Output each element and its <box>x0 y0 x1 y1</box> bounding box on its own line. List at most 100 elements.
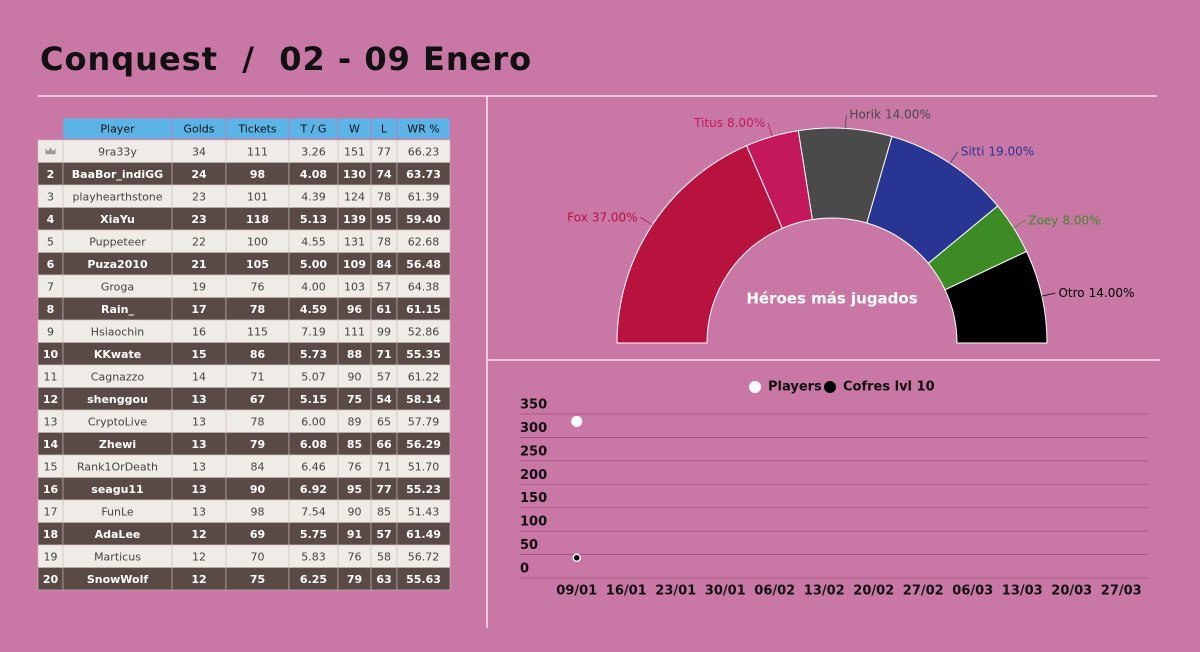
table-text: 151 <box>344 145 365 158</box>
table-text: 5.83 <box>301 550 326 563</box>
table-text: 51.43 <box>408 505 440 518</box>
table-text: 15 <box>44 460 58 473</box>
table-text: 5.07 <box>301 370 326 383</box>
table-text: 8 <box>47 303 55 316</box>
table-text: 4.55 <box>301 235 326 248</box>
table-text: Puza2010 <box>87 258 148 271</box>
column-header: T / G <box>300 123 327 136</box>
table-text: 13 <box>44 415 58 428</box>
table-text: Rain_ <box>101 303 134 316</box>
table-text: 96 <box>347 303 363 316</box>
table-text: 14 <box>192 370 206 383</box>
pie-slice <box>616 145 784 344</box>
table-text: 5.15 <box>300 393 327 406</box>
slice-value: 14.00% <box>885 107 931 121</box>
table-text: 124 <box>344 190 365 203</box>
table-text: 13 <box>191 483 206 496</box>
table-text: 63.73 <box>406 168 441 181</box>
slice-label: Otro 14.00% <box>1058 286 1134 300</box>
table-text: 139 <box>343 213 366 226</box>
table-text: 7.54 <box>301 505 326 518</box>
table-text: 12 <box>192 550 206 563</box>
table-text: 75 <box>347 393 362 406</box>
slice-label: Horik 14.00% <box>849 107 930 121</box>
table-text: 13 <box>191 438 206 451</box>
table-text: 59.40 <box>406 213 441 226</box>
table-text: 54 <box>376 393 392 406</box>
table-text: 78 <box>250 303 265 316</box>
table-text: Marticus <box>94 550 141 563</box>
table-text: 52.86 <box>408 325 440 338</box>
table-text: 64.38 <box>408 280 440 293</box>
table-text: 67 <box>250 393 265 406</box>
x-tick-label: 27/03 <box>1101 584 1142 599</box>
table-text: 2 <box>47 168 55 181</box>
table-text: shenggou <box>87 393 148 406</box>
y-tick-label: 50 <box>520 538 538 553</box>
y-tick-label: 350 <box>520 398 547 413</box>
chart-title: Héroes más jugados <box>746 290 917 308</box>
table-text: 56.72 <box>408 550 440 563</box>
table-text: 6.00 <box>301 415 326 428</box>
data-point <box>571 415 583 427</box>
table-text: 56.29 <box>406 438 441 451</box>
y-tick-label: 200 <box>520 468 547 483</box>
table-text: 71 <box>251 370 265 383</box>
table-text: 21 <box>191 258 206 271</box>
table-text: 6 <box>47 258 55 271</box>
table-text: 6.25 <box>300 573 327 586</box>
y-tick-label: 300 <box>520 421 547 436</box>
table-text: 86 <box>250 348 266 361</box>
table-text: Groga <box>101 280 134 293</box>
table-text: 19 <box>44 550 58 563</box>
table-text: 78 <box>251 415 265 428</box>
legend-label: Cofres lvl 10 <box>843 380 935 395</box>
table-text: 115 <box>247 325 268 338</box>
table-text: 5.73 <box>300 348 327 361</box>
table-text: 79 <box>250 438 265 451</box>
table-text: 17 <box>44 505 58 518</box>
page-title: Conquest / 02 - 09 Enero <box>40 40 532 78</box>
table-text: 7.19 <box>301 325 326 338</box>
table-text: 131 <box>344 235 365 248</box>
table-text: 5 <box>47 235 54 248</box>
table-text: 23 <box>192 190 206 203</box>
table-text: 101 <box>247 190 268 203</box>
slice-name: Sitti <box>961 144 985 158</box>
table-text: 62.68 <box>408 235 440 248</box>
table-text: 84 <box>376 258 392 271</box>
table-cell <box>396 567 451 591</box>
table-text: 98 <box>250 168 265 181</box>
table-text: 90 <box>348 370 362 383</box>
table-text: 13 <box>191 393 206 406</box>
table-text: 61.49 <box>406 528 441 541</box>
table-text: 103 <box>344 280 365 293</box>
table-text: 6.46 <box>301 460 326 473</box>
table-text: 85 <box>377 505 391 518</box>
x-tick-label: 06/02 <box>754 584 795 599</box>
table-text: 57.79 <box>408 415 440 428</box>
column-header: Player <box>100 123 135 136</box>
table-text: 76 <box>251 280 265 293</box>
table-text: 109 <box>343 258 366 271</box>
table-text: 13 <box>192 460 206 473</box>
table-text: 63 <box>376 573 391 586</box>
slice-name: Zoey <box>1028 213 1058 227</box>
table-text: 70 <box>251 550 265 563</box>
table-text: 99 <box>377 325 391 338</box>
table-text: seagu11 <box>91 483 143 496</box>
table-text: 61.15 <box>406 303 441 316</box>
leader-line <box>1013 219 1026 229</box>
table-text: 12 <box>43 393 58 406</box>
table-text: 57 <box>377 280 391 293</box>
slice-name: Fox <box>567 210 588 224</box>
table-text: SnowWolf <box>87 573 149 586</box>
table-text: 74 <box>376 168 392 181</box>
leader-line <box>640 216 653 226</box>
table-text: 58.14 <box>406 393 441 406</box>
table-text: 22 <box>192 235 206 248</box>
table-text: 66.23 <box>408 145 440 158</box>
table-text: 51.70 <box>408 460 440 473</box>
x-tick-label: 30/01 <box>705 584 746 599</box>
table-text: 89 <box>348 415 362 428</box>
